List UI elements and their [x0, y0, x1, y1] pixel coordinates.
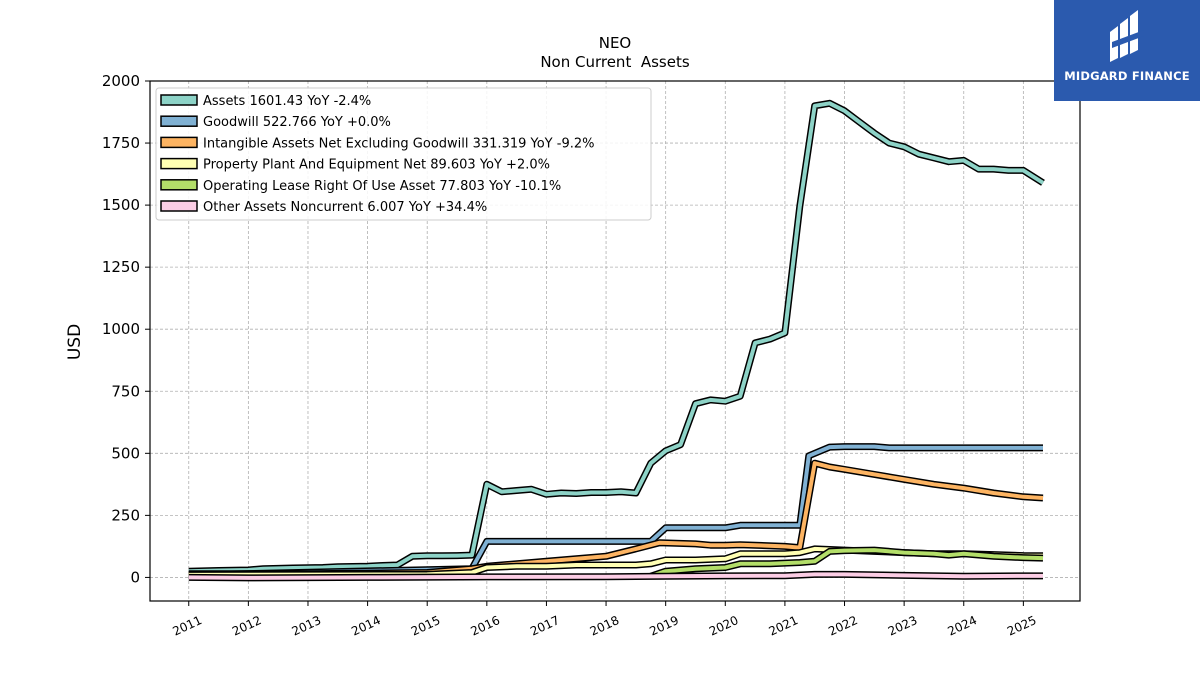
- x-tick-label: 2014: [349, 613, 383, 639]
- logo-text: MIDGARD FINANCE: [1064, 69, 1190, 83]
- series-line-goodwill: [188, 444, 1043, 577]
- legend-swatch: [160, 94, 198, 106]
- legend-label: Goodwill 522.766 YoY +0.0%: [203, 115, 391, 130]
- legend-swatch: [160, 179, 198, 191]
- series-line-other-assets-noncurrent: [188, 572, 1043, 580]
- y-tick-label: 0: [130, 568, 140, 586]
- legend-label: Other Assets Noncurrent 6.007 YoY +34.4%: [203, 200, 487, 215]
- brand-logo: MIDGARD FINANCE: [1054, 0, 1200, 101]
- y-tick-label: 1000: [102, 320, 140, 338]
- y-tick-label: 2000: [102, 72, 140, 90]
- chart-subtitle: Non Current Assets: [540, 53, 690, 71]
- y-tick-label: 750: [111, 382, 140, 400]
- x-tick-label: 2023: [886, 613, 920, 639]
- x-tick-label: 2024: [945, 613, 979, 639]
- series-line-assets: [188, 101, 1045, 574]
- y-tick-label: 250: [111, 506, 140, 524]
- legend-label: Property Plant And Equipment Net 89.603 …: [203, 158, 550, 173]
- x-tick-label: 2013: [290, 613, 324, 639]
- legend-label: Assets 1601.43 YoY -2.4%: [203, 94, 371, 109]
- chart-title: NEO: [599, 34, 632, 52]
- legend: Assets 1601.43 YoY -2.4% Goodwill 522.766…: [155, 87, 652, 221]
- x-tick-label: 2022: [826, 613, 860, 639]
- legend-swatch: [160, 200, 198, 212]
- legend-label: Operating Lease Right Of Use Asset 77.80…: [203, 179, 561, 194]
- x-tick-label: 2025: [1005, 613, 1039, 639]
- legend-swatch: [160, 115, 198, 127]
- x-tick-label: 2019: [647, 613, 681, 639]
- legend-label: Intangible Assets Net Excluding Goodwill…: [203, 136, 594, 151]
- x-tick-label: 2015: [409, 613, 443, 639]
- midgard-logo-icon: [1110, 10, 1144, 62]
- legend-box: [155, 87, 652, 221]
- y-axis-label: USD: [65, 324, 85, 360]
- y-tick-label: 1500: [102, 196, 140, 214]
- plot-frame: [149, 80, 1081, 602]
- y-tick-label: 500: [111, 444, 140, 462]
- x-tick-label: 2017: [528, 613, 562, 639]
- legend-swatch: [160, 157, 198, 170]
- x-tick-label: 2016: [468, 613, 502, 639]
- x-tick-label: 2021: [767, 613, 801, 639]
- x-tick-label: 2011: [170, 613, 204, 639]
- series-lines: [188, 99, 1045, 582]
- x-tick-label: 2020: [707, 613, 741, 639]
- y-tick-label: 1750: [102, 134, 140, 152]
- y-tick-label: 1250: [102, 258, 140, 276]
- legend-swatch: [160, 136, 198, 149]
- x-tick-label: 2018: [588, 613, 622, 639]
- series-line-operating-lease-right-of-use-asset: [650, 548, 1044, 579]
- x-tick-label: 2012: [230, 613, 264, 639]
